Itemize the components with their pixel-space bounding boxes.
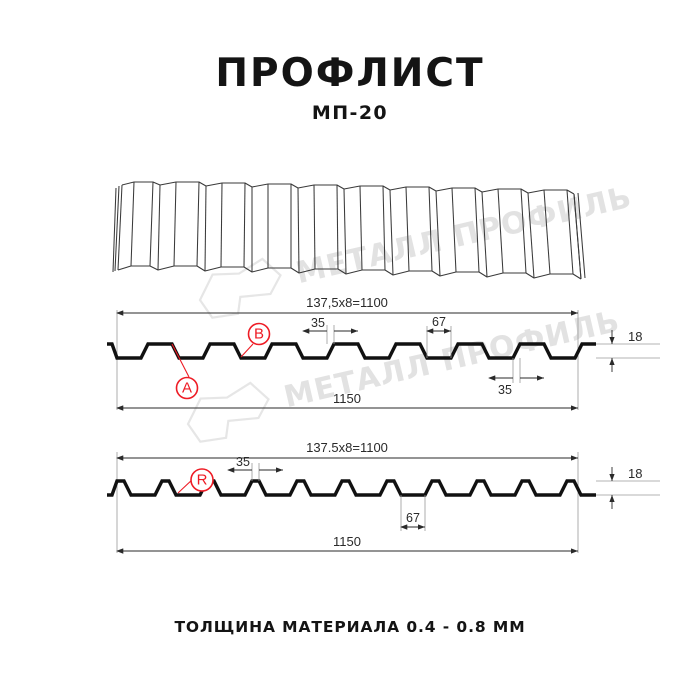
dimension-valley-67-2-label: 67 [406,511,420,525]
dimension-valley-67-label: 67 [432,315,446,329]
dimension-valley-67: 67 [426,315,452,358]
dimension-rib-35-2: 35 [227,455,283,481]
page-subtitle: МП-20 [311,102,389,124]
dimension-bottom-width-label: 1150 [333,391,361,406]
dimension-top-width-2-label: 137.5x8=1100 [306,440,388,455]
dimension-top-width-2: 137.5x8=1100 [116,440,578,461]
dimension-bottom-width: 1150 [116,391,578,411]
dimension-height-18: 18 [596,329,660,372]
material-thickness-note: ТОЛЩИНА МАТЕРИАЛА 0.4 - 0.8 ММ [174,618,526,636]
page-title: ПРОФЛИСТ [215,51,485,96]
marker-r: R [177,468,214,494]
dimension-top-width-label: 137,5x8=1100 [306,295,388,310]
dimension-bottom-width-2-label: 1150 [333,534,361,549]
marker-b-label: B [254,326,264,343]
dimension-valley-67-2: 67 [400,495,426,531]
marker-b: B [240,322,271,358]
dimension-rib-35-lower-label: 35 [498,383,512,397]
dimension-height-18-label: 18 [628,329,642,344]
marker-a-label: A [182,380,192,397]
marker-a: A [171,343,199,400]
dimension-rib-35-2-label: 35 [236,455,250,469]
profile-3d-view [112,181,586,280]
dimension-rib-35-upper: 35 [302,316,358,344]
dimension-height-18-2-label: 18 [628,466,642,481]
dimension-rib-35-upper-label: 35 [311,316,325,330]
watermark-text-2: МЕТАЛЛ ПРОФИЛЬ [281,304,624,415]
watermark-1: МЕТАЛЛ ПРОФИЛЬ [198,180,636,319]
watermark-2: МЕТАЛЛ ПРОФИЛЬ [186,304,624,443]
watermark-text-1: МЕТАЛЛ ПРОФИЛЬ [293,180,636,291]
dimension-top-width: 137,5x8=1100 [116,295,578,316]
dimension-height-18-2: 18 [596,466,660,509]
dimension-bottom-width-2: 1150 [116,534,578,554]
dimension-rib-35-lower: 35 [488,358,544,397]
profile-section-top: 137,5x8=1100 1150 35 67 [107,295,660,411]
marker-r-label: R [197,472,208,489]
profile-section-bottom: 137.5x8=1100 1150 35 67 [107,440,660,554]
